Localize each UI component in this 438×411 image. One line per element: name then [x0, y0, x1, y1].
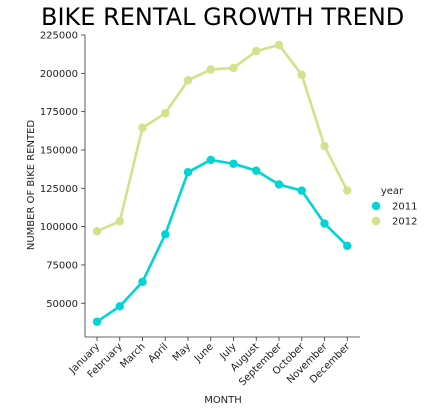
legend-label-2011: 2011 [392, 202, 417, 213]
data-point-2012 [274, 40, 284, 50]
data-point-2011 [274, 180, 284, 189]
data-point-2011 [343, 241, 352, 250]
y-tick-label: 200000 [40, 69, 78, 80]
series-line-2011 [96, 158, 349, 323]
y-tick-label: 50000 [46, 299, 78, 310]
y-axis-label: NUMBER OF BIKE RENTED [26, 120, 37, 251]
y-tick-label: 225000 [40, 31, 78, 42]
y-tick-label: 100000 [40, 222, 78, 233]
data-point-2011 [206, 155, 215, 165]
legend-title: year [381, 186, 404, 197]
data-point-2012 [229, 63, 238, 73]
y-tick-label: 75000 [46, 260, 78, 271]
data-point-2012 [92, 227, 102, 236]
data-point-2011 [92, 317, 102, 326]
x-axis-label: MONTH [204, 395, 242, 406]
data-point-2012 [206, 65, 215, 74]
y-tick-label: 175000 [40, 107, 78, 118]
data-point-2012 [297, 70, 306, 80]
x-tick-label: March [118, 341, 147, 370]
chart-title: BIKE RENTAL GROWTH TREND [41, 3, 405, 31]
y-tick-label: 150000 [40, 145, 78, 156]
data-point-2011 [252, 166, 261, 175]
data-point-2012 [183, 76, 193, 85]
x-tick-label: June [192, 341, 216, 365]
data-point-2012 [138, 123, 147, 132]
data-point-2012 [343, 186, 352, 195]
data-point-2012 [320, 141, 329, 151]
legend-label-2012: 2012 [392, 217, 417, 228]
legend-marker-2012 [371, 216, 381, 226]
data-point-2011 [138, 277, 147, 287]
y-tick-label: 125000 [40, 184, 78, 195]
data-point-2011 [183, 168, 193, 177]
x-tick-label: April [146, 341, 170, 365]
data-point-2012 [252, 46, 261, 56]
data-point-2011 [229, 159, 238, 168]
data-point-2012 [115, 217, 124, 226]
legend-marker-2011 [371, 201, 381, 211]
data-point-2011 [297, 186, 306, 195]
data-point-2011 [320, 219, 329, 228]
data-point-2011 [115, 302, 124, 311]
data-point-2011 [161, 230, 170, 239]
data-point-2012 [161, 108, 170, 118]
x-tick-label: May [171, 341, 193, 363]
series-line-2012 [96, 43, 349, 233]
